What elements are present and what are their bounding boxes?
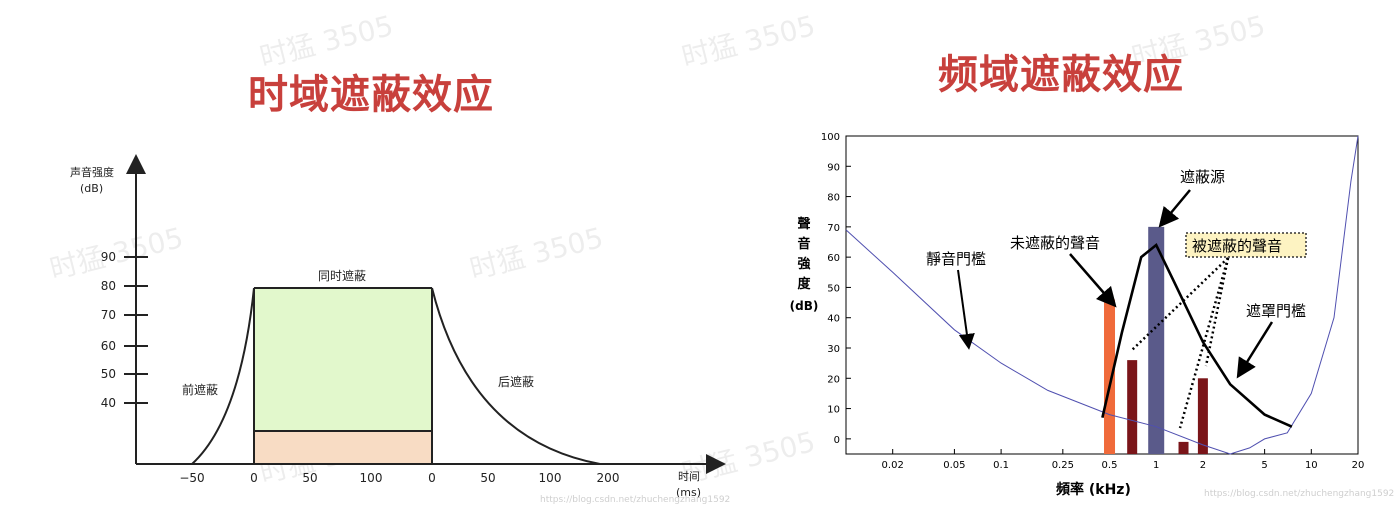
masked-sound-label: 被遮蔽的聲音 — [1192, 237, 1282, 255]
y-tick-label: 40 — [827, 314, 840, 325]
y-tick-label: 60 — [101, 339, 116, 353]
right-title: 频域遮蔽效应 — [938, 42, 1184, 100]
plot-area — [846, 136, 1358, 454]
y-tick-label: 30 — [827, 344, 840, 355]
x-tick-label: 0.02 — [882, 460, 904, 471]
y-axis-label: 声音强度 — [70, 165, 114, 179]
sound-bar — [1127, 360, 1137, 454]
pre-masking-curve — [192, 288, 254, 464]
sound-bar — [1198, 378, 1208, 454]
y-axis-unit: (dB) — [790, 299, 819, 313]
source-url: https://blog.csdn.net/zhuchengzhang1592 — [1204, 489, 1394, 499]
y-axis-label-char: 聲 — [797, 216, 810, 232]
quiet-threshold-label: 靜音門檻 — [926, 250, 986, 268]
y-axis-label-char: 度 — [797, 276, 811, 292]
x-tick-label: 200 — [597, 471, 620, 485]
y-tick-label: 50 — [101, 367, 116, 381]
pre-masking-label: 前遮蔽 — [182, 382, 218, 397]
x-tick-label: 20 — [1352, 460, 1365, 471]
y-tick-label: 40 — [101, 396, 116, 410]
y-axis-label-char: 強 — [797, 256, 810, 272]
x-tick-label: 0.25 — [1052, 460, 1074, 471]
x-tick-label: 0.1 — [993, 460, 1009, 471]
simultaneous-masking-label: 同时遮蔽 — [318, 268, 366, 283]
time-masking-chart: 90 80 70 60 50 40 −50 0 50 100 0 50 100 … — [0, 0, 740, 524]
x-tick-label: −50 — [179, 471, 204, 485]
x-tick-label: 10 — [1305, 460, 1318, 471]
unmasked-sound-label: 未遮蔽的聲音 — [1010, 234, 1100, 252]
source-url: https://blog.csdn.net/zhuchengzhang1592 — [540, 495, 730, 505]
y-tick-label: 20 — [827, 374, 840, 385]
y-tick-label: 0 — [834, 435, 840, 446]
x-tick-label: 0 — [428, 471, 436, 485]
y-tick-label: 90 — [827, 162, 840, 173]
y-tick-label: 100 — [821, 132, 840, 143]
y-tick-label: 70 — [101, 308, 116, 322]
x-tick-label: 2 — [1200, 460, 1206, 471]
x-tick-label: 5 — [1261, 460, 1267, 471]
y-tick-label: 50 — [827, 283, 840, 294]
x-axis-label: 时间 — [678, 470, 700, 483]
sound-bar — [1104, 300, 1115, 454]
x-tick-label: 50 — [480, 471, 495, 485]
x-tick-label: 0.05 — [943, 460, 965, 471]
sound-bar — [1148, 227, 1164, 454]
y-tick-label: 60 — [827, 253, 840, 264]
x-tick-label: 0.5 — [1102, 460, 1118, 471]
masking-threshold-label: 遮罩門檻 — [1246, 302, 1306, 320]
x-tick-label: 0 — [250, 471, 258, 485]
masker-label: 遮蔽源 — [1180, 168, 1225, 186]
y-axis-unit: (dB) — [80, 182, 103, 195]
y-tick-label: 70 — [827, 223, 840, 234]
y-tick-label: 10 — [827, 405, 840, 416]
sound-bar — [1179, 442, 1189, 454]
signal-region — [254, 431, 432, 464]
x-tick-label: 1 — [1153, 460, 1159, 471]
y-axis-label-char: 音 — [797, 236, 810, 252]
y-tick-label: 80 — [827, 193, 840, 204]
x-tick-label: 50 — [302, 471, 317, 485]
x-tick-label: 100 — [539, 471, 562, 485]
post-masking-label: 后遮蔽 — [498, 374, 534, 389]
y-tick-label: 80 — [101, 279, 116, 293]
y-tick-label: 90 — [101, 250, 116, 264]
x-tick-label: 100 — [360, 471, 383, 485]
x-axis-label: 頻率 (kHz) — [1056, 481, 1131, 498]
